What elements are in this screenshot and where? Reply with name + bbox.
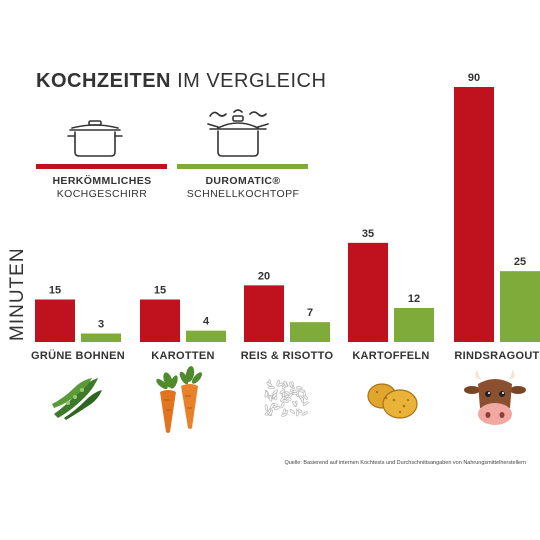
bar-duromatic-4 [500,271,540,342]
bar-chart: 15 3 GRÜNE BOHNEN 15 4 KAROTTEN 20 7 REIS & RISO… [31,72,540,362]
category-label: RINDSRAGOUT [454,350,539,362]
bar-conventional-2 [244,285,284,342]
category-label: KARTOFFELN [352,350,429,362]
bar-conventional-3 [348,242,388,342]
value-label: 7 [307,307,313,319]
bar-conventional-0 [35,299,75,342]
legend-line2: KOCHGESCHIRR [56,188,148,200]
category-label: GRÜNE BOHNEN [31,349,125,362]
bar-duromatic-3 [394,308,434,342]
legend-line2: SCHNELLKOCHTOPF [186,188,300,200]
bar-conventional-4 [454,87,494,342]
value-label: 20 [258,270,270,282]
title-bold: KOCHZEITEN [36,70,171,92]
bar-duromatic-2 [290,322,330,342]
legend-bar-duromatic [177,164,308,169]
category-label: REIS & RISOTTO [241,350,334,362]
potatoes-icon [367,383,418,419]
legend-label-duromatic: DUROMATIC® SCHNELLKOCHTOPF [173,175,313,201]
bar-duromatic-1 [186,330,226,342]
value-label: 12 [408,293,420,305]
source-note: Quelle: Basierend auf internen Kochtests… [284,460,526,466]
carrots-icon [156,366,203,433]
chart-title: KOCHZEITEN IM VERGLEICH [36,70,326,93]
bar-duromatic-0 [81,333,121,342]
value-label: 3 [98,319,104,331]
cooking-pot-icon [67,120,123,157]
legend-line1: HERKÖMMLICHES [52,175,152,187]
category-label: KAROTTEN [151,350,215,362]
value-label: 4 [203,316,210,328]
value-label: 15 [154,285,166,297]
legend-bar-conventional [36,164,167,169]
green-beans-icon [52,378,102,420]
cow-icon [464,370,526,425]
legend-line1: DUROMATIC® [205,175,281,187]
value-label: 15 [49,285,61,297]
bar-conventional-1 [140,299,180,342]
legend-label-conventional: HERKÖMMLICHES KOCHGESCHIRR [32,175,172,201]
value-label: 25 [514,256,526,268]
pressure-cooker-icon [207,109,269,157]
title-light: IM VERGLEICH [177,70,327,92]
value-label: 90 [468,72,480,84]
rice-icon [264,379,309,417]
value-label: 35 [362,228,374,240]
